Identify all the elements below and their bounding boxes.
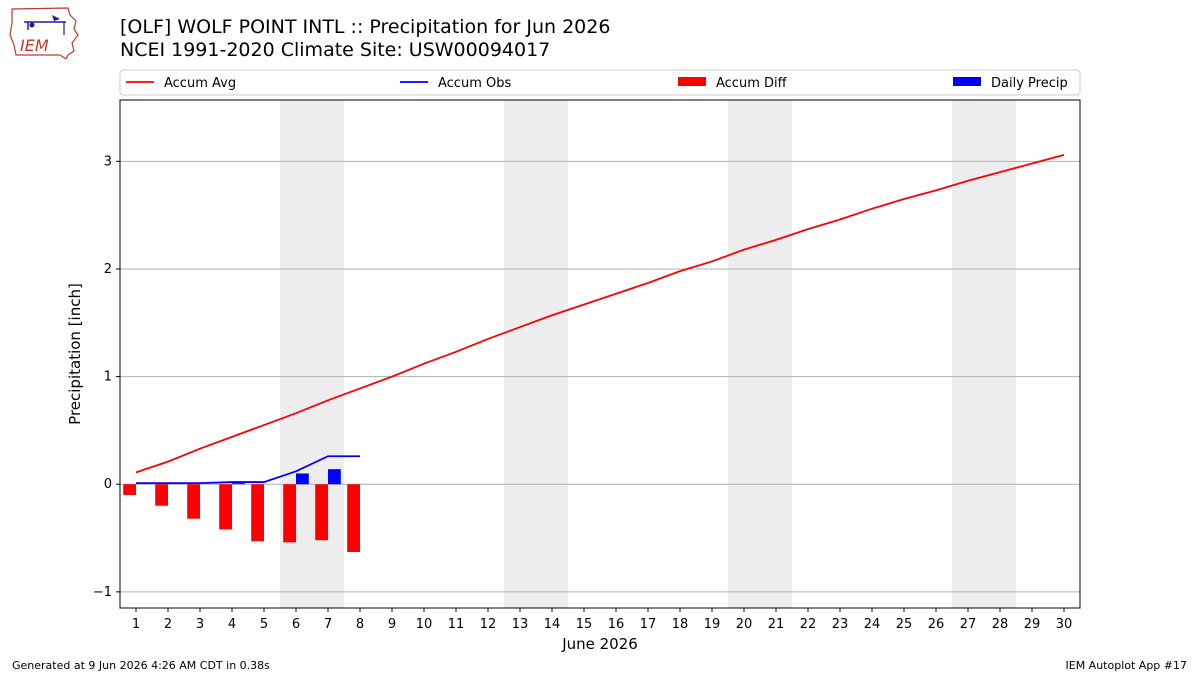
y-tick-label: −1 bbox=[93, 585, 112, 600]
weekend-shading bbox=[280, 100, 1016, 608]
x-tick-label: 2 bbox=[164, 617, 172, 632]
accum-obs-line bbox=[136, 455, 360, 485]
logo-text: IEM bbox=[20, 36, 49, 55]
legend-label: Accum Avg bbox=[164, 76, 236, 91]
x-tick-label: 6 bbox=[292, 617, 300, 632]
x-tick-label: 17 bbox=[640, 617, 657, 632]
legend-label: Accum Diff bbox=[716, 76, 788, 91]
x-tick-label: 11 bbox=[448, 617, 465, 632]
accum-diff-bar bbox=[251, 484, 264, 542]
x-tick-label: 5 bbox=[260, 617, 268, 632]
x-tick-label: 8 bbox=[356, 617, 364, 632]
bars bbox=[123, 469, 373, 553]
daily-precip-bar bbox=[232, 483, 245, 485]
x-axis-label: June 2026 bbox=[561, 635, 638, 653]
x-tick-label: 9 bbox=[388, 617, 396, 632]
accum-diff-bar bbox=[187, 484, 200, 519]
x-tick-label: 21 bbox=[768, 617, 785, 632]
lines bbox=[135, 154, 1065, 485]
plot-frame bbox=[119, 99, 1081, 609]
x-tick-label: 24 bbox=[864, 617, 881, 632]
chart-title: [OLF] WOLF POINT INTL :: Precipitation f… bbox=[120, 16, 611, 38]
x-tick-label: 15 bbox=[576, 617, 593, 632]
legend-label: Accum Obs bbox=[438, 76, 511, 91]
accum-diff-bar bbox=[283, 484, 296, 543]
x-tick-label: 14 bbox=[544, 617, 561, 632]
weekend-shade bbox=[952, 100, 1016, 608]
x-tick-label: 13 bbox=[512, 617, 529, 632]
x-tick-label: 27 bbox=[960, 617, 977, 632]
legend-label: Daily Precip bbox=[991, 76, 1068, 91]
accum-diff-bar bbox=[123, 484, 136, 495]
x-tick-label: 19 bbox=[704, 617, 721, 632]
x-tick-label: 28 bbox=[992, 617, 1009, 632]
x-tick-label: 22 bbox=[800, 617, 817, 632]
x-tick-label: 23 bbox=[832, 617, 849, 632]
legend-box bbox=[119, 69, 1081, 96]
weekend-shade bbox=[728, 100, 792, 608]
accum-diff-bar bbox=[347, 484, 360, 553]
grid-lines bbox=[120, 160, 1080, 593]
legend: Accum Avg Accum Obs Accum Diff Daily Precip bbox=[119, 69, 1081, 96]
chart-subtitle: NCEI 1991-2020 Climate Site: USW00094017 bbox=[120, 39, 551, 61]
generated-timestamp: Generated at 9 Jun 2026 4:26 AM CDT in 0… bbox=[12, 659, 270, 672]
x-tick-label: 16 bbox=[608, 617, 625, 632]
y-tick-label: 3 bbox=[104, 154, 112, 169]
x-tick-label: 18 bbox=[672, 617, 689, 632]
x-tick-label: 20 bbox=[736, 617, 753, 632]
legend-swatch-bar bbox=[678, 77, 706, 86]
app-credit: IEM Autoplot App #17 bbox=[1065, 659, 1188, 672]
daily-precip-bar bbox=[328, 469, 341, 485]
x-tick-label: 10 bbox=[416, 617, 433, 632]
daily-precip-bar bbox=[296, 473, 309, 485]
y-tick-label: 1 bbox=[104, 370, 112, 385]
accum-diff-bar bbox=[315, 484, 328, 541]
x-tick-label: 1 bbox=[132, 617, 140, 632]
y-tick-label: 0 bbox=[104, 477, 112, 492]
weekend-shade bbox=[504, 100, 568, 608]
x-tick-label: 25 bbox=[896, 617, 913, 632]
x-tick-label: 29 bbox=[1024, 617, 1041, 632]
x-tick-label: 3 bbox=[196, 617, 204, 632]
y-axis-label: Precipitation [inch] bbox=[66, 283, 84, 425]
x-tick-label: 7 bbox=[324, 617, 332, 632]
x-tick-label: 12 bbox=[480, 617, 497, 632]
x-tick-label: 4 bbox=[228, 617, 236, 632]
accum-diff-bar bbox=[155, 484, 168, 506]
accum-avg-line bbox=[135, 154, 1065, 474]
x-tick-label: 30 bbox=[1056, 617, 1073, 632]
legend-swatch-bar bbox=[953, 77, 981, 86]
iem-logo: IEM bbox=[8, 5, 82, 63]
x-tick-label: 26 bbox=[928, 617, 945, 632]
y-tick-label: 2 bbox=[104, 262, 112, 277]
accum-diff-bar bbox=[219, 484, 232, 530]
